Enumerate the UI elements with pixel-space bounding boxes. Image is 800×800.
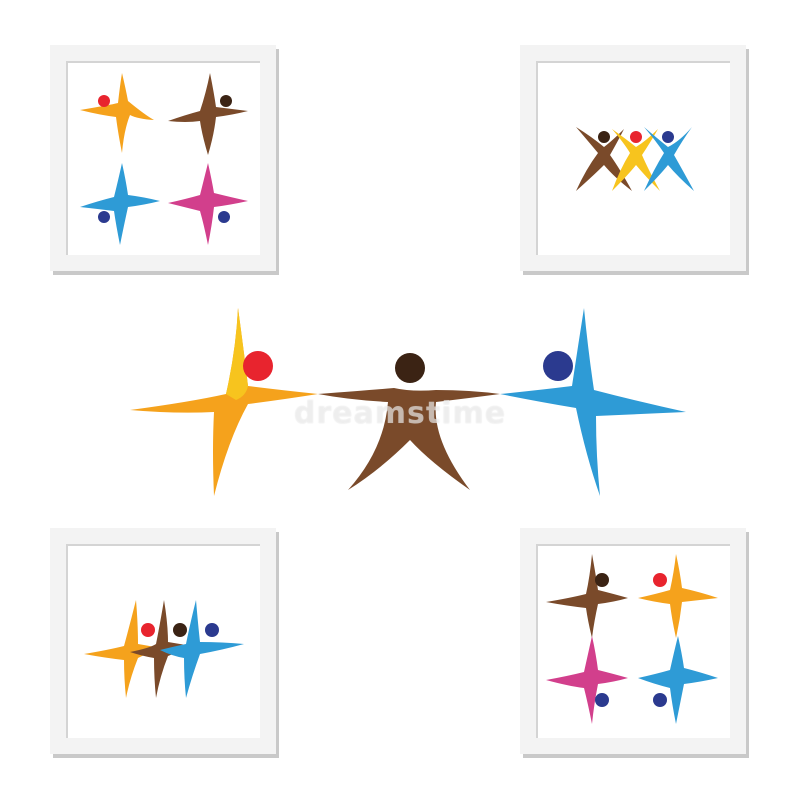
figure-orange-large	[130, 308, 318, 496]
people-trio-jumping-icon	[576, 127, 694, 191]
figure-blue	[160, 600, 244, 698]
frame-bottom-left	[50, 528, 276, 754]
figure-blue	[638, 636, 718, 724]
figure-yellow	[84, 600, 160, 698]
frame-inner	[66, 61, 260, 255]
figure-magenta	[546, 636, 628, 724]
frame-inner	[536, 544, 730, 738]
figure-brown	[168, 73, 248, 155]
figure-brown	[546, 554, 628, 638]
people-circle-four-icon	[546, 554, 718, 724]
frame-top-left	[50, 45, 276, 271]
figure-yellow	[612, 129, 660, 191]
figure-orange	[638, 554, 718, 638]
people-circle-four-icon	[80, 73, 248, 245]
figure-brown-large	[318, 353, 500, 490]
people-trio-row-icon	[84, 600, 244, 698]
figure-blue	[644, 127, 694, 191]
figure-magenta	[168, 163, 248, 245]
figure-blue	[80, 163, 160, 245]
people-holding-hands-icon	[130, 308, 686, 496]
watermark: dreamstime	[293, 396, 507, 431]
figure-orange	[80, 73, 154, 153]
frame-bottom-right	[520, 528, 746, 754]
figure-brown	[130, 600, 192, 698]
frame-top-right	[520, 45, 746, 271]
figure-brown	[576, 127, 632, 191]
figure-blue-large	[500, 308, 686, 496]
